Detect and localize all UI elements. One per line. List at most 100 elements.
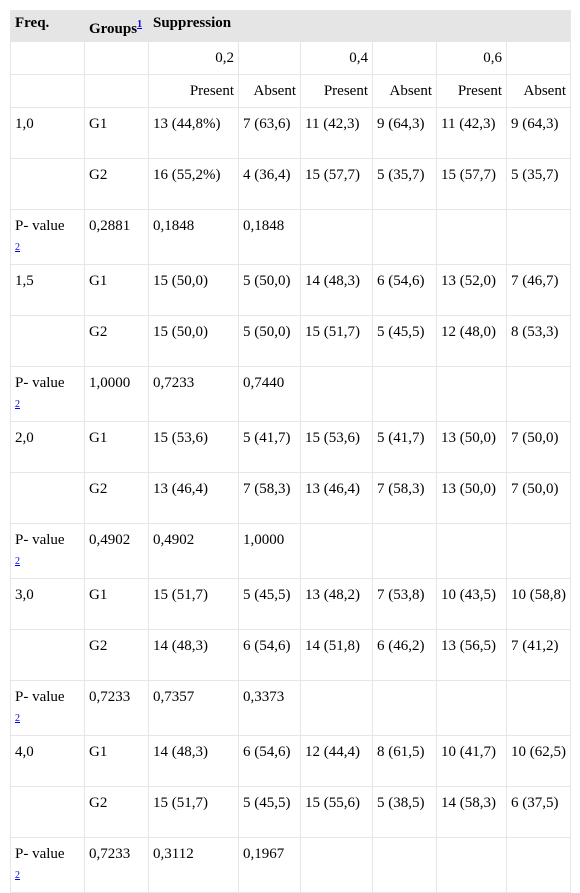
subheader-absent: Absent xyxy=(505,74,572,108)
value-cell: 13 (50,0) xyxy=(436,472,507,524)
value-cell: 15 (51,7) xyxy=(300,315,373,367)
value-cell: 7 (58,3) xyxy=(238,472,301,524)
pvalue-row: P- value 2 1,0000 0,7233 0,7440 xyxy=(10,366,572,422)
freq-cell: 4,0 xyxy=(10,735,85,787)
value-cell: 15 (57,7) xyxy=(436,158,507,210)
pvalue-label-cell: P- value 2 xyxy=(10,680,85,736)
table-row: 4,0 G1 14 (48,3) 6 (54,6) 12 (44,4) 8 (61,5) 1… xyxy=(10,735,572,787)
value-cell: 14 (48,3) xyxy=(148,735,239,787)
level-0-4: 0,4 xyxy=(300,41,373,75)
value-cell: 15 (50,0) xyxy=(148,315,239,367)
value-cell: 13 (48,2) xyxy=(300,578,373,630)
suppression-table: Freq. Groups1 Suppression 0,2 0,4 0,6 Pr… xyxy=(10,10,572,893)
value-cell: 14 (48,3) xyxy=(300,264,373,316)
pvalue-row: P- value 2 0,7233 0,3112 0,1967 xyxy=(10,837,572,893)
value-cell: 14 (58,3) xyxy=(436,786,507,838)
group-cell: G2 xyxy=(84,629,149,681)
value-cell: 12 (48,0) xyxy=(436,315,507,367)
pvalue-cell: 0,4902 xyxy=(84,523,149,579)
pvalue-cell: 0,3373 xyxy=(238,680,301,736)
pvalue-cell: 0,3112 xyxy=(148,837,239,893)
table-row: 2,0 G1 15 (53,6) 5 (41,7) 15 (53,6) 5 (41,7) 1… xyxy=(10,421,572,473)
pvalue-cell: 1,0000 xyxy=(84,366,149,422)
freq-cell xyxy=(10,786,85,838)
value-cell: 5 (50,0) xyxy=(238,264,301,316)
group-cell: G1 xyxy=(84,421,149,473)
value-cell: 14 (51,8) xyxy=(300,629,373,681)
value-cell: 13 (46,4) xyxy=(300,472,373,524)
value-cell: 5 (35,7) xyxy=(372,158,437,210)
value-cell: 6 (54,6) xyxy=(238,735,301,787)
freq-cell: 1,5 xyxy=(10,264,85,316)
table-row: 1,0 G1 13 (44,8%) 7 (63,6) 11 (42,3) 9 (64,3)… xyxy=(10,107,572,159)
value-cell: 6 (54,6) xyxy=(238,629,301,681)
group-cell: G1 xyxy=(84,264,149,316)
pvalue-label-cell: P- value 2 xyxy=(10,523,85,579)
pvalue-label: P- value xyxy=(15,532,65,548)
value-cell: 7 (41,2) xyxy=(505,629,572,681)
group-cell: G2 xyxy=(84,786,149,838)
value-cell: 5 (35,7) xyxy=(505,158,572,210)
value-cell: 15 (51,7) xyxy=(148,786,239,838)
pvalue-label: P- value xyxy=(15,218,65,234)
value-cell: 7 (58,3) xyxy=(372,472,437,524)
pvalue-label-cell: P- value 2 xyxy=(10,837,85,893)
pvalue-footnote-link[interactable]: 2 xyxy=(15,399,20,410)
table-row: G2 15 (51,7) 5 (45,5) 15 (55,6) 5 (38,5) 14 (… xyxy=(10,786,572,838)
pvalue-cell: 0,7440 xyxy=(238,366,301,422)
group-cell: G2 xyxy=(84,158,149,210)
table-row: 3,0 G1 15 (51,7) 5 (45,5) 13 (48,2) 7 (53,8) 1… xyxy=(10,578,572,630)
value-cell: 10 (41,7) xyxy=(436,735,507,787)
pvalue-label-cell: P- value 2 xyxy=(10,209,85,265)
freq-cell xyxy=(10,315,85,367)
value-cell: 8 (61,5) xyxy=(372,735,437,787)
group-cell: G1 xyxy=(84,735,149,787)
value-cell: 10 (43,5) xyxy=(436,578,507,630)
group-cell: G2 xyxy=(84,315,149,367)
value-cell: 5 (41,7) xyxy=(372,421,437,473)
table-row: 1,5 G1 15 (50,0) 5 (50,0) 14 (48,3) 6 (54,6) 1… xyxy=(10,264,572,316)
level-0-2: 0,2 xyxy=(148,41,239,75)
value-cell: 5 (45,5) xyxy=(372,315,437,367)
suppression-header: Suppression xyxy=(147,10,572,42)
value-cell: 12 (44,4) xyxy=(300,735,373,787)
pvalue-label-cell: P- value 2 xyxy=(10,366,85,422)
value-cell: 7 (63,6) xyxy=(238,107,301,159)
subheader-present: Present xyxy=(436,74,507,108)
value-cell: 10 (62,5) xyxy=(505,735,572,787)
value-cell: 5 (41,7) xyxy=(238,421,301,473)
pvalue-cell: 0,1967 xyxy=(238,837,301,893)
pvalue-footnote-link[interactable]: 2 xyxy=(15,242,20,253)
pvalue-footnote-link[interactable]: 2 xyxy=(15,870,20,881)
value-cell: 4 (36,4) xyxy=(238,158,301,210)
value-cell: 13 (52,0) xyxy=(436,264,507,316)
header-row: Freq. Groups1 Suppression xyxy=(10,10,572,42)
groups-header-label: Groups xyxy=(89,21,138,37)
value-cell: 6 (37,5) xyxy=(505,786,572,838)
value-cell: 11 (42,3) xyxy=(436,107,507,159)
table-body: 1,0 G1 13 (44,8%) 7 (63,6) 11 (42,3) 9 (64,3)… xyxy=(10,107,572,893)
table-row: G2 14 (48,3) 6 (54,6) 14 (51,8) 6 (46,2) 13 (… xyxy=(10,629,572,681)
table-row: G2 13 (46,4) 7 (58,3) 13 (46,4) 7 (58,3) 13 (… xyxy=(10,472,572,524)
level-row: 0,2 0,4 0,6 xyxy=(10,41,572,75)
value-cell: 11 (42,3) xyxy=(300,107,373,159)
pvalue-row: P- value 2 0,4902 0,4902 1,0000 xyxy=(10,523,572,579)
pvalue-footnote-link[interactable]: 2 xyxy=(15,713,20,724)
value-cell: 7 (53,8) xyxy=(372,578,437,630)
pvalue-cell: 0,2881 xyxy=(84,209,149,265)
subheader-present: Present xyxy=(148,74,239,108)
value-cell: 14 (48,3) xyxy=(148,629,239,681)
pvalue-label: P- value xyxy=(15,689,65,705)
groups-footnote-link[interactable]: 1 xyxy=(137,19,143,30)
group-cell: G1 xyxy=(84,578,149,630)
value-cell: 6 (54,6) xyxy=(372,264,437,316)
pvalue-footnote-link[interactable]: 2 xyxy=(15,556,20,567)
pvalue-cell: 1,0000 xyxy=(238,523,301,579)
subheader-present: Present xyxy=(300,74,373,108)
pvalue-cell: 0,4902 xyxy=(148,523,239,579)
freq-header: Freq. xyxy=(10,10,85,42)
value-cell: 16 (55,2%) xyxy=(148,158,239,210)
pvalue-row: P- value 2 0,2881 0,1848 0,1848 xyxy=(10,209,572,265)
pvalue-label: P- value xyxy=(15,846,65,862)
pvalue-cell: 0,7233 xyxy=(84,837,149,893)
